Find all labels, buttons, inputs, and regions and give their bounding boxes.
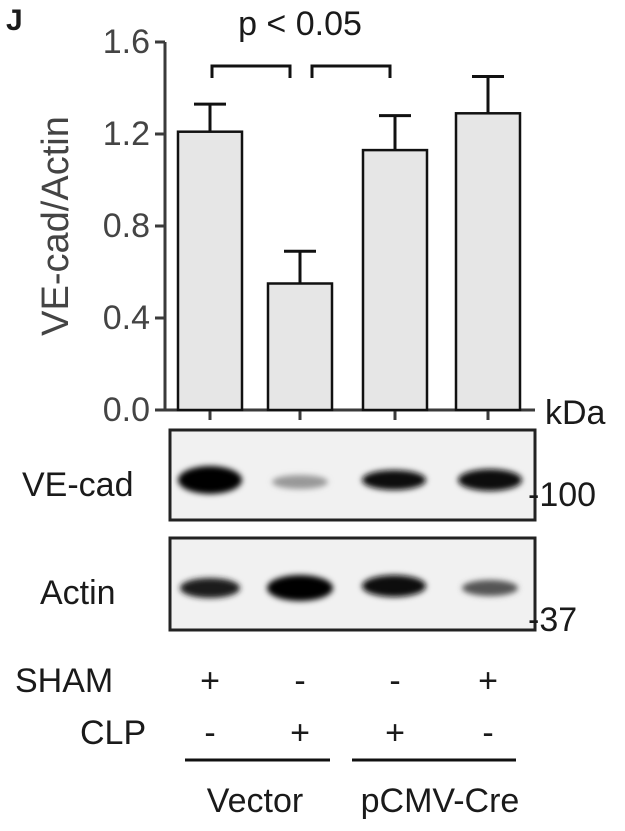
- group-label: pCMV-Cre: [361, 782, 520, 820]
- y-tick-label: 0.4: [103, 299, 150, 337]
- blot-marker: -100: [528, 476, 596, 514]
- bar: [266, 282, 334, 412]
- blot-row-label: VE-cad: [22, 466, 134, 504]
- panel-label: J: [6, 4, 23, 37]
- significance-bracket: [210, 64, 392, 78]
- condition-sign: +: [200, 662, 220, 700]
- y-axis-label: VE-cad/Actin: [35, 116, 77, 336]
- y-tick-label: 0.8: [103, 207, 150, 245]
- band: [458, 469, 522, 491]
- bar: [361, 148, 429, 412]
- band: [362, 470, 426, 490]
- band: [272, 475, 328, 489]
- condition-sign: +: [478, 662, 498, 700]
- condition-sign: -: [389, 662, 400, 700]
- band: [362, 575, 426, 597]
- condition-sign: -: [482, 714, 493, 752]
- blot-bands: [178, 466, 522, 601]
- band: [462, 580, 518, 596]
- y-tick-label: 0.0: [103, 391, 150, 429]
- band: [178, 466, 242, 494]
- bar: [176, 130, 244, 412]
- blot-row-label: Actin: [40, 574, 116, 612]
- blot-unit: kDa: [545, 394, 606, 432]
- condition-sign: +: [385, 714, 405, 752]
- blot-marker: -37: [528, 601, 577, 639]
- condition-sign: -: [204, 714, 215, 752]
- condition-sign: +: [290, 714, 310, 752]
- group-label: Vector: [207, 782, 303, 820]
- band: [267, 575, 333, 601]
- y-tick-label: 1.2: [103, 115, 150, 153]
- band: [180, 578, 240, 598]
- condition-label: SHAM: [15, 662, 113, 700]
- bar: [454, 112, 522, 412]
- condition-sign: -: [294, 662, 305, 700]
- y-tick-label: 1.6: [103, 23, 150, 61]
- annotation: p < 0.05: [238, 5, 362, 43]
- condition-label: CLP: [80, 714, 146, 752]
